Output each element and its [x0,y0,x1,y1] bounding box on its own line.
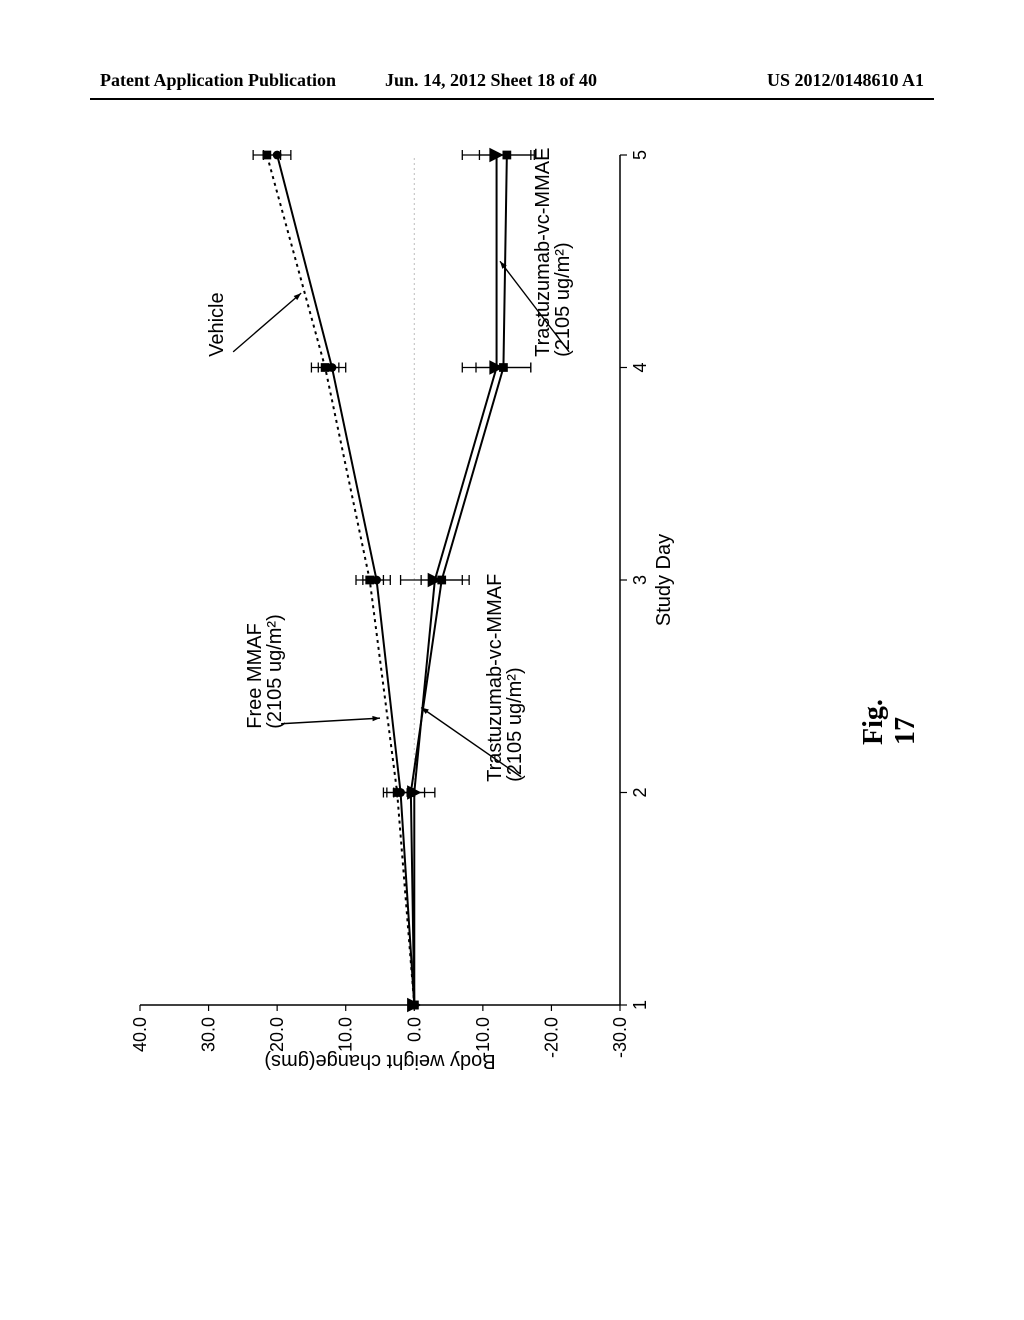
header-right: US 2012/0148610 A1 [767,70,924,91]
svg-text:10.0: 10.0 [336,1017,356,1052]
svg-text:Free MMAF: Free MMAF [244,623,266,729]
body-weight-line-chart: -30.0-20.0-10.00.010.020.030.040.012345S… [120,135,680,1075]
svg-text:0.0: 0.0 [404,1017,424,1042]
svg-text:3: 3 [630,575,650,585]
svg-text:-20.0: -20.0 [541,1017,561,1058]
svg-text:Study Day: Study Day [653,534,675,626]
svg-text:(2105 ug/m²): (2105 ug/m²) [552,242,574,357]
figure-caption: Fig. 17 [858,699,922,745]
svg-text:1: 1 [630,1000,650,1010]
svg-text:(2105 ug/m²): (2105 ug/m²) [504,667,526,782]
svg-text:Body weight change(gms): Body weight change(gms) [264,1050,495,1072]
svg-text:4: 4 [630,362,650,372]
svg-text:30.0: 30.0 [199,1017,219,1052]
header-left: Patent Application Publication [100,70,336,91]
header-rule [90,98,934,100]
figure-area: -30.0-20.0-10.00.010.020.030.040.012345S… [120,135,900,1215]
svg-text:40.0: 40.0 [130,1017,150,1052]
svg-text:5: 5 [630,150,650,160]
svg-text:Trastuzumab-vc-MMAE: Trastuzumab-vc-MMAE [532,148,554,357]
svg-text:2: 2 [630,787,650,797]
svg-text:20.0: 20.0 [267,1017,287,1052]
svg-text:(2105 ug/m²): (2105 ug/m²) [264,614,286,729]
svg-text:Vehicle: Vehicle [206,292,228,357]
svg-text:Trastuzumab-vc-MMAF: Trastuzumab-vc-MMAF [484,574,506,782]
svg-text:-30.0: -30.0 [610,1017,630,1058]
header-center: Jun. 14, 2012 Sheet 18 of 40 [385,70,597,91]
